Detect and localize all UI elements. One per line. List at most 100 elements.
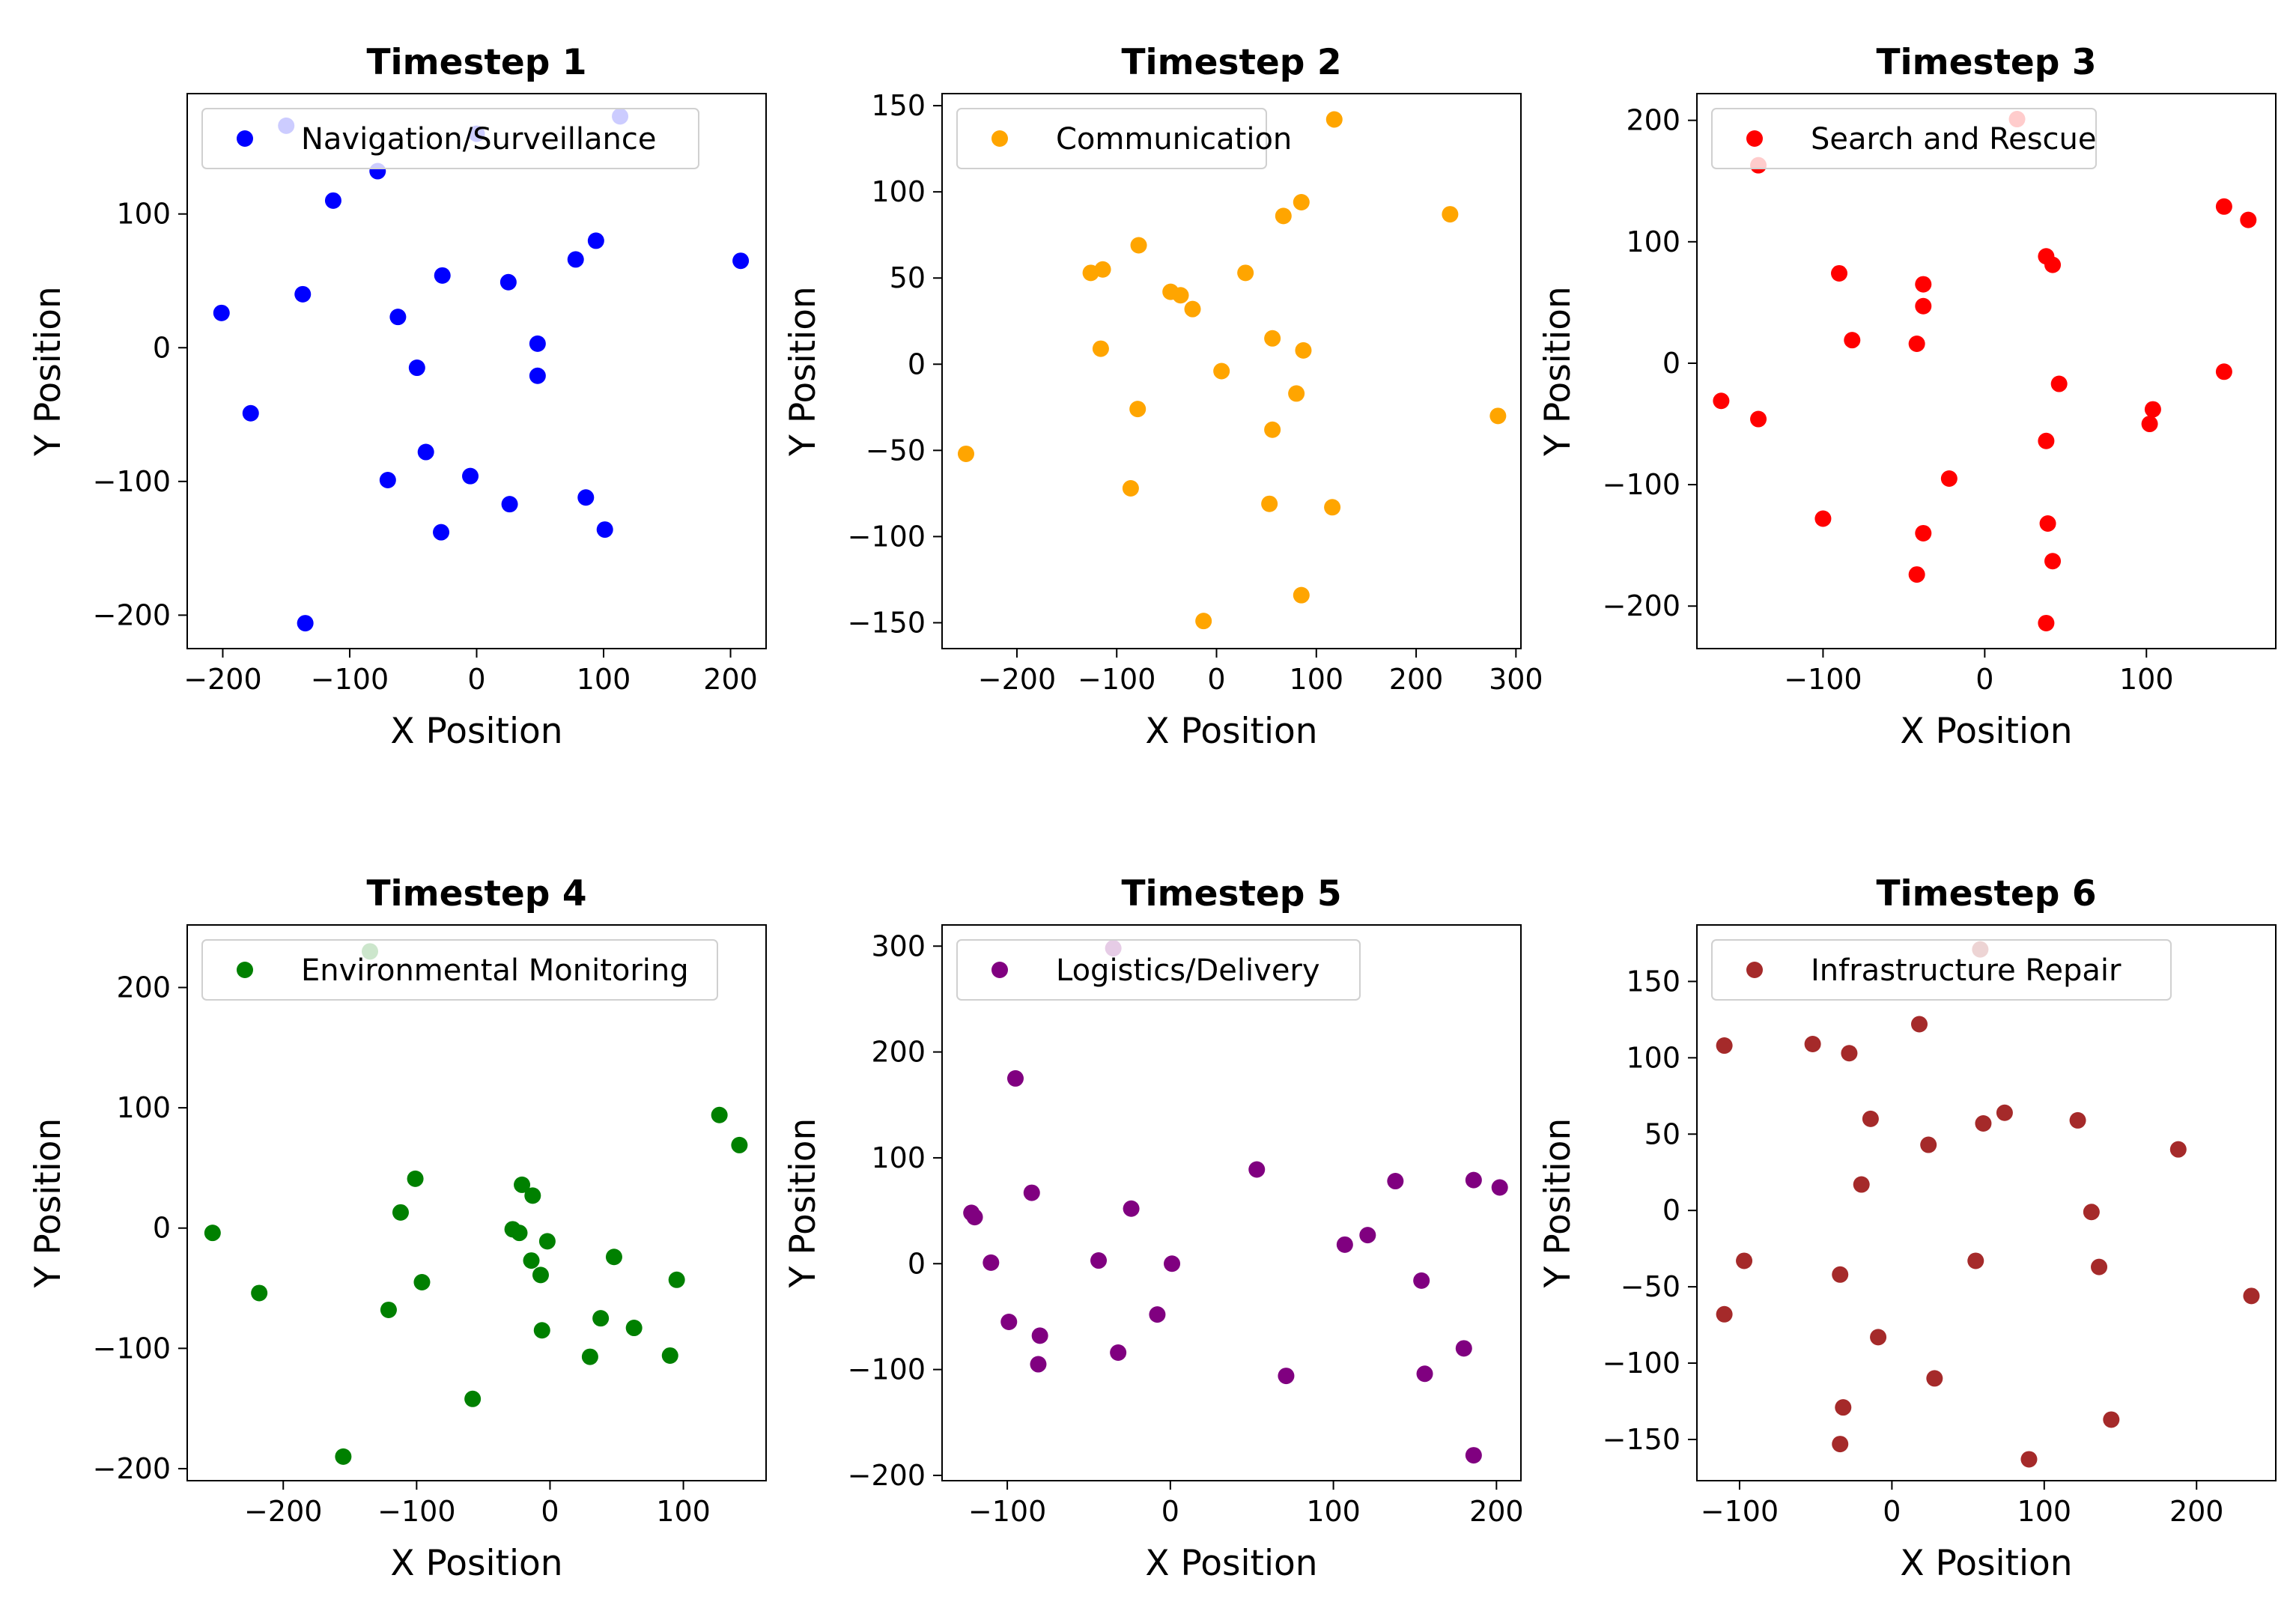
chart-2-data-point [1264, 330, 1281, 347]
chart-2-data-point [957, 445, 974, 462]
chart-3-x-tick-label: 100 [2119, 663, 2174, 696]
chart-2-data-point [1184, 300, 1201, 318]
chart-2-x-tick-label: 300 [1489, 663, 1543, 696]
chart-3-data-point [1844, 332, 1861, 349]
chart-5-data-point [1090, 1252, 1108, 1269]
chart-2-data-point [1261, 495, 1278, 512]
chart-5-data-point [1465, 1447, 1482, 1464]
chart-3-data-point [1915, 276, 1932, 293]
chart-6-data-point [1804, 1036, 1821, 1052]
chart-2-data-point [1489, 407, 1507, 425]
chart-1-y-tick-label: 0 [153, 331, 171, 364]
chart-6-data-point [1967, 1252, 1984, 1269]
chart-1-title: Timestep 1 [366, 42, 586, 83]
chart-5-y-tick-label: 100 [871, 1141, 926, 1174]
chart-3-data-point [2144, 401, 2161, 418]
chart-6-data-point [2083, 1204, 2100, 1221]
chart-6-x-tick-label: 100 [2017, 1495, 2072, 1528]
chart-4-y-tick-label: 0 [153, 1212, 171, 1245]
chart-1-data-point [433, 524, 450, 541]
chart-5-y-axis-label: Y Position [783, 1118, 824, 1289]
chart-3-x-axis-label: X Position [1900, 711, 2072, 752]
chart-2-legend-marker [991, 130, 1008, 147]
chart-2-data-point [1237, 264, 1254, 282]
chart-2-data-point [1130, 237, 1147, 254]
chart-2-x-tick-label: 100 [1290, 663, 1344, 696]
chart-3-data-point [1814, 510, 1832, 527]
chart-2-y-tick-label: 50 [890, 261, 926, 294]
chart-2-data-point [1293, 193, 1310, 210]
chart-6-x-tick-label: 200 [2169, 1495, 2224, 1528]
chart-4-x-tick-label: 0 [541, 1495, 559, 1528]
chart-2-data-point [1275, 207, 1292, 225]
chart-2-x-tick-label: −200 [978, 663, 1056, 696]
chart-1-y-tick-label: 100 [116, 198, 171, 231]
chart-3: Timestep 3 −100 0 100 −200 −100 0 100 200 X Posit… [1537, 42, 2277, 752]
chart-5-data-point [1000, 1314, 1018, 1330]
chart-2-x-axis-label: X Position [1145, 711, 1317, 752]
chart-2-title: Timestep 2 [1121, 42, 1341, 83]
chart-2-axes-frame [941, 93, 1522, 649]
chart-6-data-point [1835, 1399, 1852, 1416]
chart-1-y-tick-label: −200 [93, 598, 171, 631]
chart-5-data-point [966, 1209, 983, 1226]
chart-5-x-tick-label: 0 [1161, 1495, 1179, 1528]
chart-4-title: Timestep 4 [366, 873, 586, 914]
chart-5-data-point [1030, 1356, 1047, 1373]
chart-2-data-point [1264, 421, 1281, 438]
chart-6-x-axis-label: X Position [1900, 1543, 2072, 1584]
chart-4-y-tick-label: 200 [116, 971, 171, 1004]
chart-4-data-point [661, 1347, 678, 1364]
chart-5-data-point [1149, 1306, 1166, 1323]
chart-4-x-tick-label: 100 [656, 1495, 711, 1528]
chart-1-legend-label: Navigation/Surveillance [301, 122, 657, 157]
chart-1-data-point [389, 309, 407, 326]
chart-4-data-point [523, 1252, 540, 1269]
chart-4-x-axis-label: X Position [390, 1543, 562, 1584]
chart-4-data-point [204, 1225, 221, 1242]
chart-2-y-tick-label: −50 [866, 434, 926, 467]
chart-1-data-point [596, 521, 613, 538]
chart-3-y-tick-label: −100 [1603, 468, 1680, 501]
chart-1-x-tick-label: −200 [183, 663, 261, 696]
chart-1-data-point [294, 285, 312, 303]
chart-1-data-point [577, 489, 595, 506]
chart-2-y-tick-label: 150 [871, 89, 926, 122]
chart-5-legend-marker [991, 962, 1008, 978]
chart-6-title: Timestep 6 [1876, 873, 2096, 914]
chart-6-y-tick-label: 100 [1626, 1041, 1680, 1074]
chart-1-data-point [297, 615, 314, 632]
chart-4-data-point [380, 1301, 397, 1318]
chart-3-legend-label: Search and Rescue [1811, 122, 2097, 157]
chart-4-data-point [605, 1249, 622, 1266]
chart-4-data-point [251, 1284, 268, 1302]
chart-4: Timestep 4 −200 −100 0 100 −200 −100 0 100 200 X P… [28, 873, 767, 1584]
chart-5-data-point [1416, 1365, 1433, 1383]
chart-3-data-point [2039, 515, 2056, 532]
chart-5-y-tick-label: 0 [908, 1247, 926, 1280]
chart-6: Timestep 6 −100 0 100 200 −150 −100 −50 0 50 100 15… [1537, 873, 2277, 1584]
chart-6-y-tick-label: 50 [1644, 1117, 1680, 1150]
chart-2: Timestep 2 −200 −100 0 100 200 300 −150 −100 −50 0… [783, 42, 1543, 752]
chart-6-data-point [1910, 1016, 1928, 1033]
chart-1-x-tick-label: 200 [703, 663, 758, 696]
chart-4-data-point [464, 1390, 482, 1407]
chart-1-data-point [501, 496, 518, 513]
chart-5-data-point [1455, 1340, 1472, 1357]
chart-2-data-point [1094, 261, 1111, 278]
chart-6-y-tick-label: −150 [1603, 1423, 1680, 1456]
chart-4-data-point [407, 1170, 424, 1187]
chart-5-data-point [1164, 1255, 1181, 1272]
chart-4-y-tick-label: −100 [93, 1332, 171, 1365]
chart-4-y-tick-label: 100 [116, 1091, 171, 1124]
chart-3-y-tick-label: 0 [1662, 347, 1680, 380]
chart-3-data-point [2050, 375, 2068, 392]
chart-5-data-point [1248, 1161, 1266, 1178]
chart-5-data-point [1110, 1344, 1127, 1361]
chart-3-legend-marker [1746, 130, 1763, 147]
chart-5-data-point [1123, 1200, 1140, 1217]
chart-4-data-point [731, 1136, 748, 1153]
chart-2-data-point [1325, 111, 1343, 128]
chart-5-x-tick-label: 200 [1469, 1495, 1524, 1528]
chart-2-y-tick-label: 0 [908, 348, 926, 380]
